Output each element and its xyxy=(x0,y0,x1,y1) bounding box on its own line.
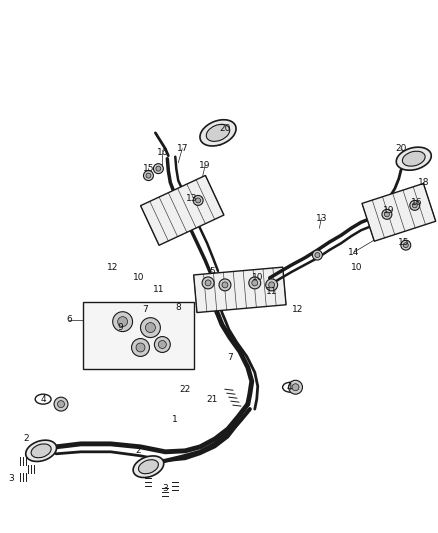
Text: 1: 1 xyxy=(173,415,178,424)
Circle shape xyxy=(144,171,153,181)
Text: 5: 5 xyxy=(209,268,215,277)
Text: 4: 4 xyxy=(40,394,46,403)
Text: 7: 7 xyxy=(143,305,148,314)
Circle shape xyxy=(113,312,133,332)
Circle shape xyxy=(222,282,228,288)
Text: 16: 16 xyxy=(411,198,423,207)
Circle shape xyxy=(54,397,68,411)
Polygon shape xyxy=(141,175,224,245)
Ellipse shape xyxy=(138,459,159,474)
Text: 19: 19 xyxy=(383,206,395,215)
Text: 3: 3 xyxy=(8,474,14,483)
Circle shape xyxy=(57,401,64,408)
Text: 17: 17 xyxy=(177,144,188,154)
Circle shape xyxy=(410,200,420,211)
Ellipse shape xyxy=(26,440,57,462)
Circle shape xyxy=(156,166,161,171)
Circle shape xyxy=(385,212,389,217)
Polygon shape xyxy=(362,183,436,241)
Circle shape xyxy=(289,380,303,394)
Ellipse shape xyxy=(206,124,230,141)
Text: 13: 13 xyxy=(187,194,198,203)
Text: 15: 15 xyxy=(143,164,154,173)
Text: 21: 21 xyxy=(206,394,218,403)
Text: 10: 10 xyxy=(133,273,144,282)
Circle shape xyxy=(136,343,145,352)
Circle shape xyxy=(382,209,392,219)
Text: 19: 19 xyxy=(199,161,211,170)
Ellipse shape xyxy=(133,456,164,478)
Circle shape xyxy=(401,240,411,250)
Circle shape xyxy=(219,279,231,291)
Circle shape xyxy=(146,173,151,178)
Ellipse shape xyxy=(200,120,236,146)
Text: 11: 11 xyxy=(266,287,277,296)
Text: 2: 2 xyxy=(136,446,141,455)
Ellipse shape xyxy=(31,444,51,458)
Circle shape xyxy=(315,253,320,257)
Circle shape xyxy=(249,277,261,289)
Text: 12: 12 xyxy=(107,263,118,272)
Text: 2: 2 xyxy=(23,434,29,443)
Text: 16: 16 xyxy=(157,148,168,157)
Circle shape xyxy=(131,338,149,357)
Text: 10: 10 xyxy=(351,263,363,272)
Text: 13: 13 xyxy=(316,214,327,223)
Circle shape xyxy=(268,282,275,288)
Text: 15: 15 xyxy=(398,238,410,247)
Circle shape xyxy=(252,280,258,286)
Circle shape xyxy=(196,198,201,203)
Circle shape xyxy=(266,279,278,291)
Circle shape xyxy=(403,243,408,248)
Polygon shape xyxy=(194,267,286,312)
Circle shape xyxy=(312,250,322,260)
Circle shape xyxy=(141,318,160,337)
Circle shape xyxy=(155,336,170,352)
Circle shape xyxy=(145,322,155,333)
Circle shape xyxy=(202,277,214,289)
Text: 12: 12 xyxy=(292,305,303,314)
Text: 20: 20 xyxy=(395,144,406,154)
Text: 10: 10 xyxy=(252,273,264,282)
Circle shape xyxy=(193,196,203,205)
Circle shape xyxy=(292,384,299,391)
Circle shape xyxy=(205,280,211,286)
Text: 9: 9 xyxy=(118,323,124,332)
Text: 22: 22 xyxy=(180,385,191,394)
Text: 6: 6 xyxy=(66,315,72,324)
Text: 18: 18 xyxy=(418,178,429,187)
Circle shape xyxy=(118,317,127,327)
Text: 7: 7 xyxy=(227,353,233,362)
Ellipse shape xyxy=(403,151,425,166)
Text: 11: 11 xyxy=(152,285,164,294)
Text: 4: 4 xyxy=(287,383,292,392)
Circle shape xyxy=(153,164,163,174)
Text: 3: 3 xyxy=(162,484,168,493)
Text: 8: 8 xyxy=(175,303,181,312)
Text: 14: 14 xyxy=(349,248,360,256)
Text: 20: 20 xyxy=(219,124,231,133)
Circle shape xyxy=(159,341,166,349)
Circle shape xyxy=(412,203,417,208)
Ellipse shape xyxy=(396,147,431,170)
Bar xyxy=(83,302,194,369)
